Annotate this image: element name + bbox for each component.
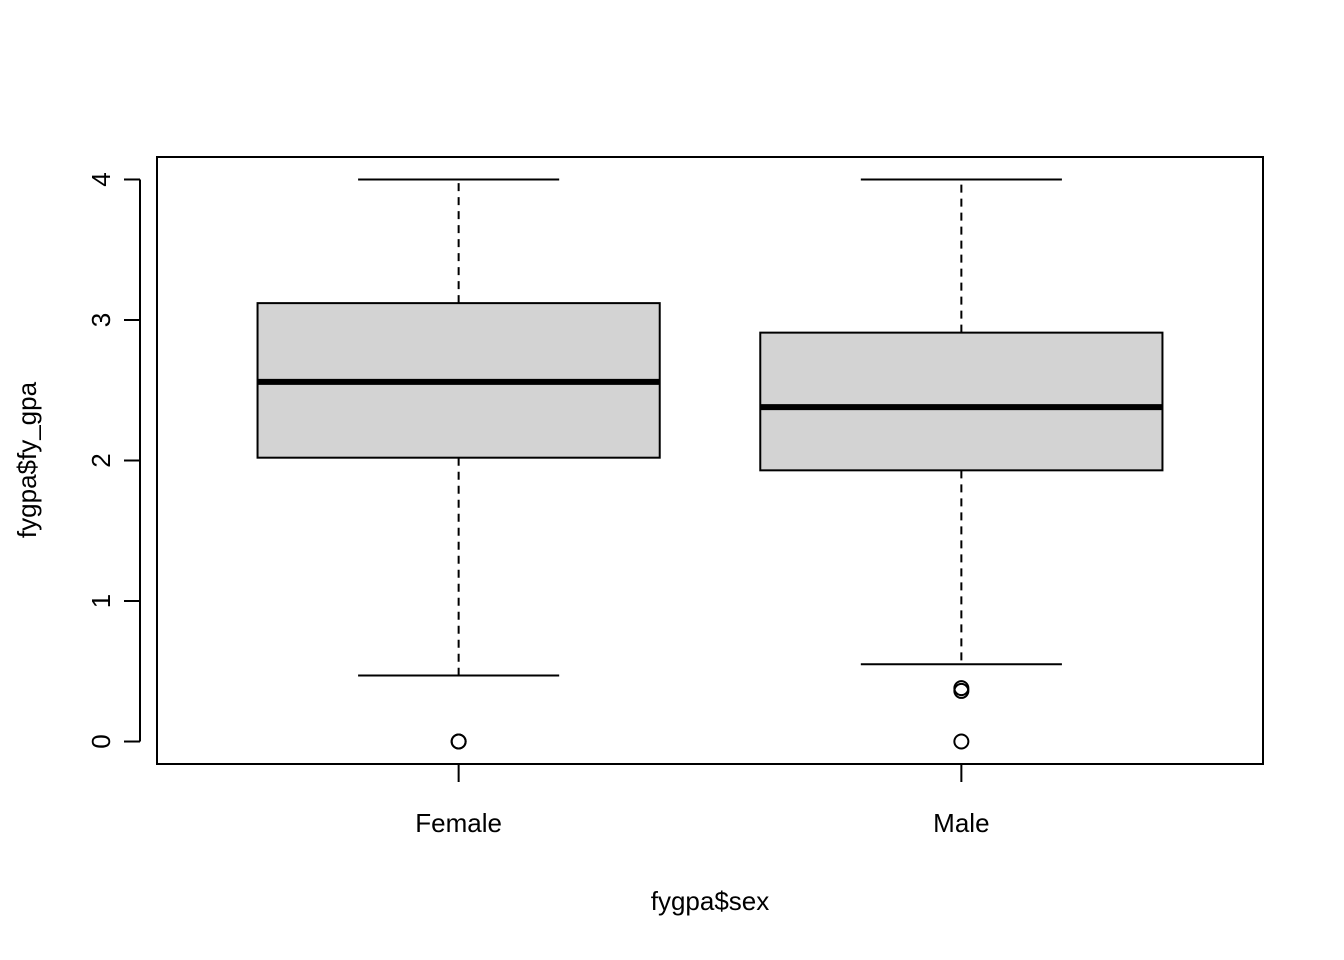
- y-tick-label: 2: [86, 453, 116, 467]
- x-axis-title: fygpa$sex: [651, 886, 770, 916]
- outlier-point: [450, 733, 467, 750]
- plot-frame: [156, 156, 1264, 765]
- y-tick-label: 0: [86, 734, 116, 748]
- y-tick-label: 3: [86, 313, 116, 327]
- plot-layer: [256, 178, 1164, 750]
- y-tick-label: 1: [86, 594, 116, 608]
- outlier-point: [953, 733, 970, 750]
- outlier-point: [953, 682, 970, 699]
- y-tick-label: 4: [86, 172, 116, 186]
- y-axis-title: fygpa$fy_gpa: [12, 381, 42, 538]
- iqr-box: [759, 331, 1164, 472]
- x-tick-label: Female: [415, 808, 502, 838]
- x-tick-label: Male: [933, 808, 989, 838]
- box-group-male: [759, 178, 1164, 750]
- y-axis: 0 1 2 3 4: [86, 172, 141, 749]
- box-group-female: [256, 178, 661, 750]
- x-axis: Female Male: [415, 764, 990, 838]
